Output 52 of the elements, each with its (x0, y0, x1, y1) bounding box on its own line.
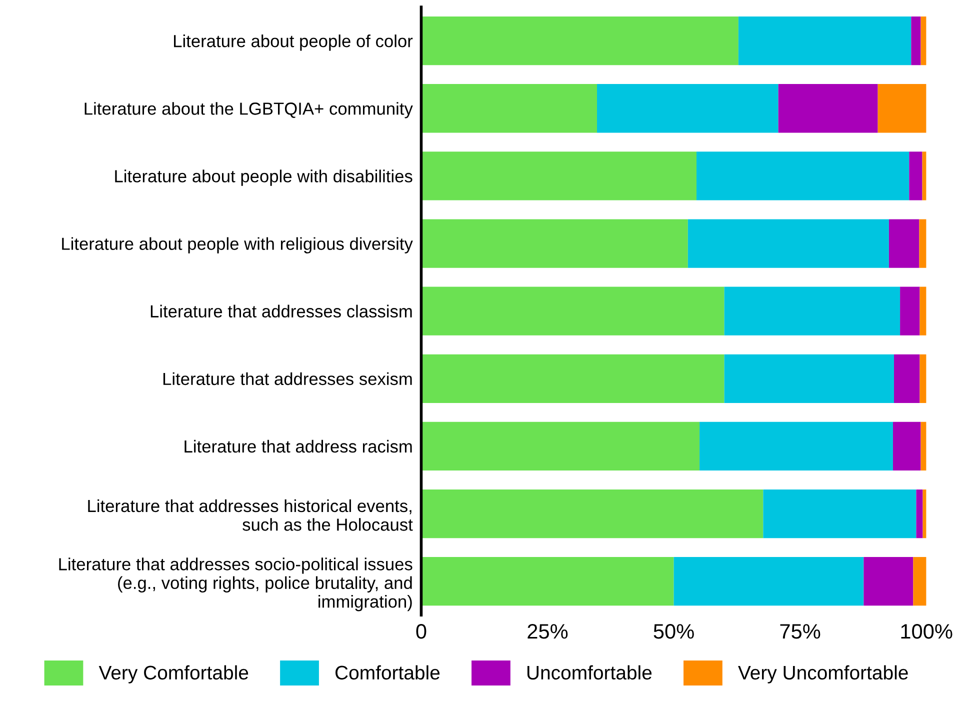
bar (696, 152, 910, 200)
bar (421, 286, 724, 336)
bar (763, 489, 916, 538)
y-tick-label: Literature about people with disabilities (115, 170, 412, 186)
bar (421, 557, 674, 606)
legend-label: Very Comfortable (98, 665, 248, 684)
bar (911, 16, 921, 66)
bar (700, 422, 893, 471)
x-tick-label: 50% (654, 624, 694, 639)
y-tick-label: Literature about the LGBTQIA+ community (84, 102, 413, 118)
y-tick-label: Literature that address racism (184, 440, 412, 453)
bar (421, 152, 696, 200)
bar (421, 219, 688, 268)
bar (894, 354, 920, 403)
bar (913, 557, 926, 606)
bar (920, 16, 926, 66)
x-tick-label: 75% (780, 624, 820, 639)
bar (421, 422, 700, 471)
bar (421, 489, 764, 538)
bar (688, 219, 889, 268)
bar (738, 16, 912, 66)
bar (421, 354, 724, 403)
bar (919, 219, 926, 268)
legend-label: Very Uncomfortable (738, 665, 908, 684)
legend-label: Comfortable (335, 665, 440, 680)
bar (878, 84, 926, 133)
bar (920, 422, 926, 471)
y-tick-label: Literature about people with religious diversity (62, 237, 413, 254)
bar (724, 286, 900, 336)
x-tick-label: 0 (416, 624, 426, 639)
bar (900, 286, 920, 336)
bar (920, 354, 926, 403)
y-tick-label: Literature that addresses sexism (163, 372, 412, 386)
y-tick-label: Literature about people of color (174, 34, 413, 51)
bar (888, 219, 920, 268)
x-tick-label: 25% (528, 624, 568, 639)
x-tick-label: 100% (901, 624, 952, 639)
y-tick-label: Literature that addresses historical events, such as the Holocaust (88, 499, 413, 531)
legend-label: Uncomfortable (527, 665, 652, 680)
bar (892, 422, 921, 471)
bar (909, 152, 922, 200)
bar (864, 557, 914, 606)
bar (724, 354, 894, 403)
bar (778, 84, 878, 133)
bar (674, 557, 864, 606)
bar (920, 286, 926, 336)
bar (916, 489, 923, 538)
bar (421, 84, 597, 133)
y-tick-label: Literature that addresses classism (150, 304, 412, 318)
y-tick-label: Literature that addresses socio-political issues (e.g., voting rights, police brutality, and immigration) (59, 558, 412, 612)
bar (596, 84, 778, 133)
bar (421, 16, 738, 66)
